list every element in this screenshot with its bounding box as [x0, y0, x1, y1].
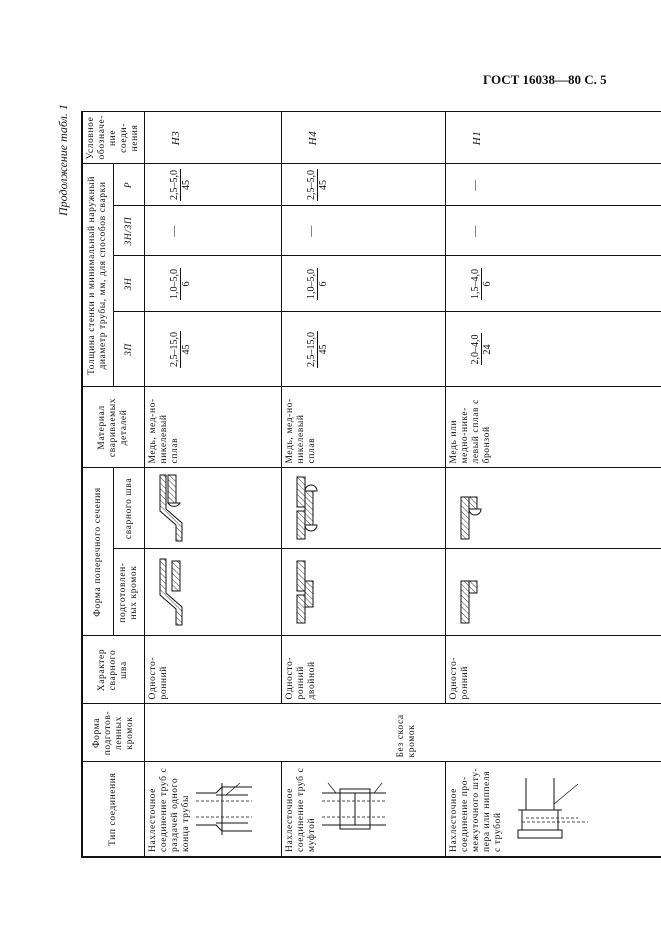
table-row: Нахлесточное соединение труб с муфтой Од…: [281, 111, 446, 857]
joint-type-text: Нахлесточное соединение труб с раздачей …: [148, 767, 191, 852]
cell-cross-section-prepared: [144, 549, 282, 636]
cell-r: 2,5–5,0 45: [281, 163, 446, 206]
header-cross-section-prepared: подготовлен-ных кромок: [113, 549, 145, 636]
cell-designation: Н4: [281, 111, 446, 164]
cell-joint-type: Нахлесточное соединение труб с муфтой: [281, 762, 446, 857]
header-edge-form: Форма подготов-ленных кромок: [82, 704, 145, 762]
cell-joint-type: Нахлесточное соединение про-межуточного …: [445, 762, 661, 857]
zn-range: 1,0–5,0: [169, 267, 181, 300]
cell-r: —: [445, 163, 661, 206]
joint-type-text: Нахлесточное соединение труб с муфтой: [285, 767, 317, 852]
cell-cross-section-weld: [281, 467, 446, 549]
cell-designation: Н3: [144, 111, 282, 164]
zn-range: 1,0–5,0: [306, 267, 318, 300]
r-diameter: 45: [181, 179, 192, 190]
cell-joint-type: Нахлесточное соединение труб с раздачей …: [144, 762, 282, 857]
cell-material: Медь, мед-но-никелевый сплав: [281, 386, 446, 468]
page-header: ГОСТ 16038—80 С. 5: [483, 72, 607, 87]
header-weld-character: Характер сварного шва: [82, 636, 145, 704]
zn-range: 1,5–4,0: [470, 267, 482, 300]
zp-range: 2,0–4,0: [470, 333, 482, 366]
cell-weld-character: Односто-ронний двойной: [281, 636, 446, 704]
cell-zp: 2,0–4,0 24: [445, 311, 661, 387]
cell-cross-section-weld: [445, 467, 661, 549]
cell-cross-section-weld: [144, 467, 282, 549]
cell-cross-section-prepared: [445, 549, 661, 636]
cell-zn: 1,5–4,0 6: [445, 255, 661, 312]
cell-material: Медь, мед-но-никелевый сплав: [144, 386, 282, 468]
zp-range: 2,5–15,0: [306, 330, 318, 368]
zn-diameter: 6: [318, 281, 329, 287]
zp-diameter: 45: [318, 344, 329, 355]
zp-range: 2,5–15,0: [169, 330, 181, 368]
cell-r: 2,5–5,0 45: [144, 163, 282, 206]
rotated-table-container: Тип соединения Форма подготов-ленных кро…: [81, 111, 661, 858]
pipe-coupling-sketch-icon: [322, 783, 386, 830]
header-method-zn: ЗН: [113, 255, 145, 312]
cell-material: Медь или медно-нике-левый сплав с бронзо…: [445, 386, 661, 468]
cell-cross-section-prepared: [281, 549, 446, 636]
cell-znzp: —: [144, 205, 282, 256]
prepared-edges-section-icon: [296, 561, 314, 624]
cell-zn: 1,0–5,0 6: [144, 255, 282, 312]
header-material: Материал свариваемых деталей: [82, 386, 145, 468]
nipple-pipe-sketch-icon: [517, 778, 588, 839]
cell-weld-character: Односто-ронний: [144, 636, 282, 704]
table-continuation-label: Продолжение табл. 1: [56, 104, 70, 216]
zn-diameter: 6: [181, 281, 192, 287]
r-range: 2,5–5,0: [306, 168, 318, 201]
zp-diameter: 24: [482, 344, 493, 355]
header-method-r: Р: [113, 163, 145, 206]
header-method-znzp: ЗН/ЗП: [113, 205, 145, 256]
prepared-edges-section-icon: [159, 559, 183, 626]
header-joint-type: Тип соединения: [82, 762, 145, 857]
cell-zp: 2,5–15,0 45: [144, 311, 282, 387]
pipe-expanded-end-sketch-icon: [196, 782, 252, 836]
cell-designation: Н1: [445, 111, 661, 164]
header-designation: Условное обозначе-ние соеди-нения: [82, 111, 145, 164]
cell-zp: 2,5–15,0 45: [281, 311, 446, 387]
zn-diameter: 6: [482, 281, 493, 287]
header-cross-section: Форма поперечного сечения: [82, 467, 114, 636]
table-row: Нахлесточное соединение про-межуточного …: [445, 111, 661, 857]
r-diameter: 45: [318, 179, 329, 190]
cell-znzp: —: [281, 205, 446, 256]
cell-weld-character: Односто-ронний: [445, 636, 661, 704]
prepared-edges-section-icon: [460, 581, 478, 624]
header-cross-section-weld: сварного шва: [113, 467, 145, 549]
cell-zn: 1,0–5,0 6: [281, 255, 446, 312]
zp-diameter: 45: [181, 344, 192, 355]
table-row: Нахлесточное соединение труб с раздачей …: [144, 111, 661, 857]
weld-section-icon: [159, 475, 183, 542]
cell-znzp: —: [445, 205, 661, 256]
header-method-zp: ЗП: [113, 311, 145, 387]
header-thickness: Толщина стенки и минимальный наружный ди…: [82, 163, 114, 387]
weld-section-icon: [460, 497, 482, 540]
weld-section-icon: [296, 477, 318, 540]
r-range: 2,5–5,0: [169, 168, 181, 201]
joint-type-text: Нахлесточное соединение про-межуточного …: [449, 767, 503, 852]
welded-joints-table: Тип соединения Форма подготов-ленных кро…: [81, 111, 661, 858]
cell-edge-form-merged: Без скоса кромок: [144, 704, 661, 762]
